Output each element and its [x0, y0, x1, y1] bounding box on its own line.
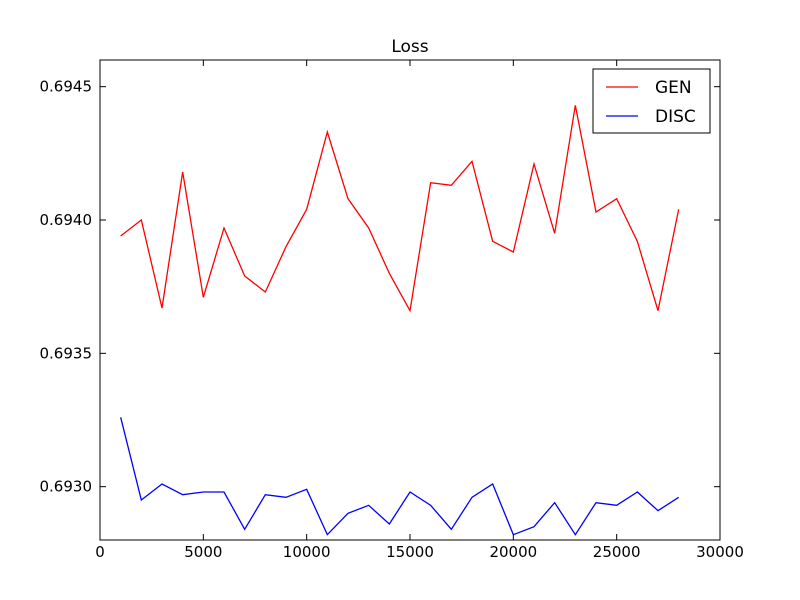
plot-frame	[99, 59, 721, 541]
ticks-layer: 0 5000 10000 15000 20000 25000 30000 0.6930 0.69…	[40, 60, 744, 561]
legend-label-disc: DISC	[655, 107, 696, 127]
series-line-disc	[120, 417, 680, 536]
x-tick-label: 10000	[283, 543, 331, 561]
series-layer	[120, 105, 680, 536]
x-tick-label: 30000	[696, 543, 744, 561]
x-tick-label: 15000	[386, 543, 434, 561]
series-line-gen	[120, 105, 680, 313]
legend-label-gen: GEN	[655, 78, 692, 98]
x-tick-label: 0	[95, 543, 105, 561]
x-tick-label: 25000	[593, 543, 641, 561]
y-tick-label: 0.6945	[40, 78, 93, 96]
y-tick-label: 0.6935	[40, 344, 93, 362]
y-tick-label: 0.6940	[40, 211, 93, 229]
x-tick-label: 20000	[489, 543, 537, 561]
legend-box	[592, 68, 711, 134]
legend: GEN DISC	[592, 68, 711, 134]
chart-title: Loss	[391, 37, 428, 57]
x-tick-label: 5000	[184, 543, 222, 561]
y-tick-label: 0.6930	[40, 478, 93, 496]
